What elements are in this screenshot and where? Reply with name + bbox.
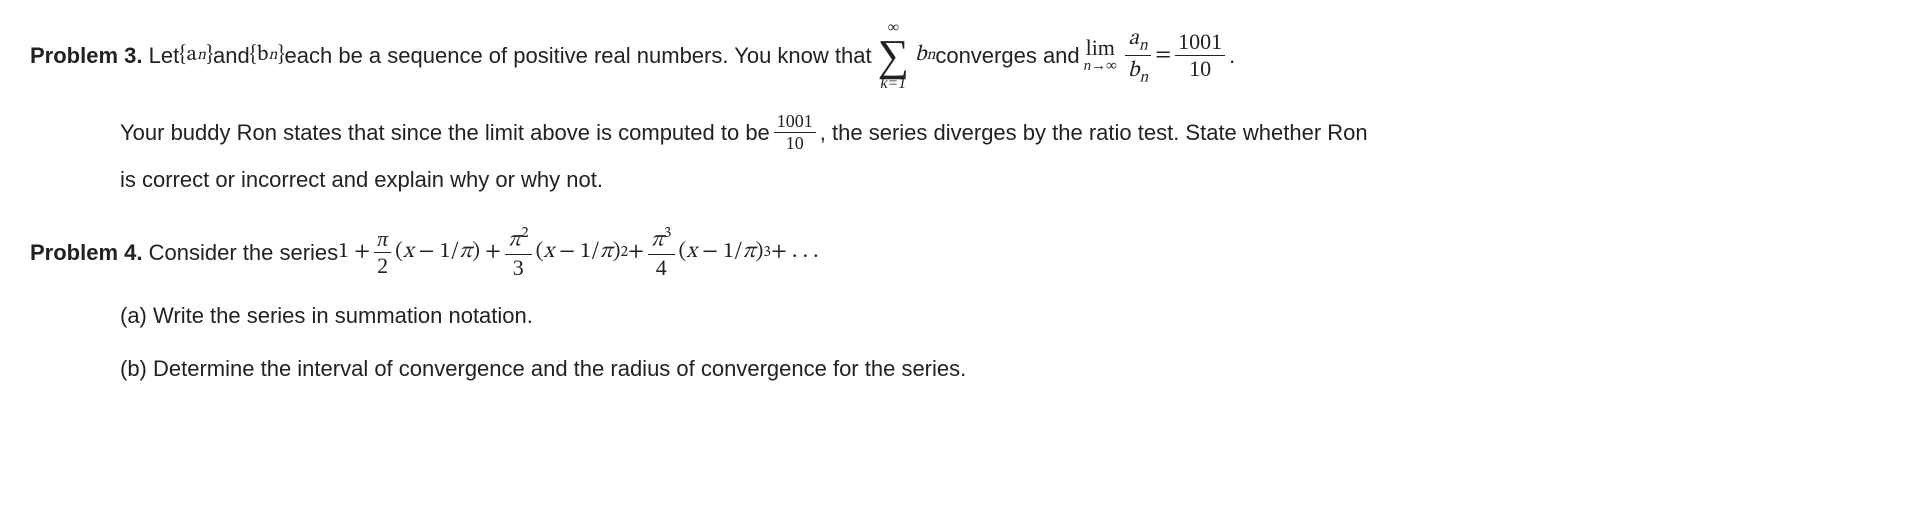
sigma-term-sub: n — [926, 43, 935, 68]
frac-line — [1125, 55, 1151, 56]
body-frac-den: 10 — [783, 134, 807, 154]
problem-3-intro-1: Let — [149, 38, 180, 73]
problem-3: Problem 3. Let {an} and {bn} each be a s… — [30, 20, 1900, 197]
problem-4-intro: Consider the series — [149, 235, 339, 270]
problem-3-statement: Problem 3. Let {an} and {bn} each be a s… — [30, 20, 1900, 92]
seq-b-open: {b — [250, 38, 269, 73]
ratio-den: bn — [1125, 57, 1151, 86]
frac-1: π 2 — [374, 227, 391, 278]
result-den: 10 — [1186, 57, 1214, 81]
result-num: 1001 — [1175, 30, 1225, 54]
and-1: and — [213, 38, 250, 73]
problem-3-body-line-1: Your buddy Ron states that since the lim… — [120, 112, 1900, 155]
body-text-1-cont: , the series diverges by the ratio test.… — [820, 115, 1368, 150]
seq-b-sub: n — [268, 43, 277, 68]
problem-3-body-line-2: is correct or incorrect and explain why … — [120, 162, 1900, 197]
problem-4-statement: Problem 4. Consider the series 1 + π 2 (… — [30, 225, 1900, 280]
term-1: 1 + — [338, 235, 370, 270]
problem-4-part-b: (b) Determine the interval of convergenc… — [30, 351, 1900, 386]
seq-a-close: } — [206, 38, 213, 73]
problem-4-part-a: (a) Write the series in summation notati… — [30, 298, 1900, 333]
factor-2: (x − 1/π) — [536, 235, 621, 270]
factor-1: (x − 1/π) + — [395, 235, 501, 270]
sigma-symbol: ∑ — [878, 36, 909, 76]
problem-3-body: Your buddy Ron states that since the lim… — [30, 112, 1900, 198]
seq-a-sub: n — [197, 43, 206, 68]
frac-3: π3 4 — [648, 225, 675, 280]
body-frac-num: 1001 — [774, 112, 816, 132]
result-fraction: 1001 10 — [1175, 30, 1225, 81]
problem-4-label: Problem 4. — [30, 235, 142, 270]
limit-notation: lim n→∞ — [1084, 37, 1117, 74]
dots: + . . . — [771, 235, 819, 270]
problem-3-intro-2: each be a sequence of positive real numb… — [285, 38, 872, 73]
frac-2: π2 3 — [505, 225, 532, 280]
problem-3-label: Problem 3. — [30, 38, 142, 73]
seq-b-close: } — [277, 38, 284, 73]
sigma-notation: ∞ ∑ k=1 — [878, 20, 909, 92]
sigma-lower: k=1 — [880, 76, 906, 92]
body-text-1: Your buddy Ron states that since the lim… — [120, 115, 770, 150]
period: . — [1229, 38, 1235, 73]
ratio-num: an — [1125, 25, 1150, 54]
body-fraction: 1001 10 — [774, 112, 816, 155]
lim-sub: n→∞ — [1084, 59, 1117, 74]
factor-3: (x − 1/π) — [679, 235, 764, 270]
equals: = — [1155, 38, 1171, 73]
seq-a-open: {a — [179, 38, 197, 73]
converges-text: converges and — [935, 38, 1079, 73]
problem-4: Problem 4. Consider the series 1 + π 2 (… — [30, 225, 1900, 386]
plus-2: + — [628, 235, 644, 270]
series-expression: 1 + π 2 (x − 1/π) + π2 3 (x − 1/π)2 + π3… — [338, 225, 818, 280]
sigma-term: b — [915, 38, 926, 73]
ratio-fraction: an bn — [1125, 25, 1151, 87]
lim-text: lim — [1086, 37, 1115, 59]
